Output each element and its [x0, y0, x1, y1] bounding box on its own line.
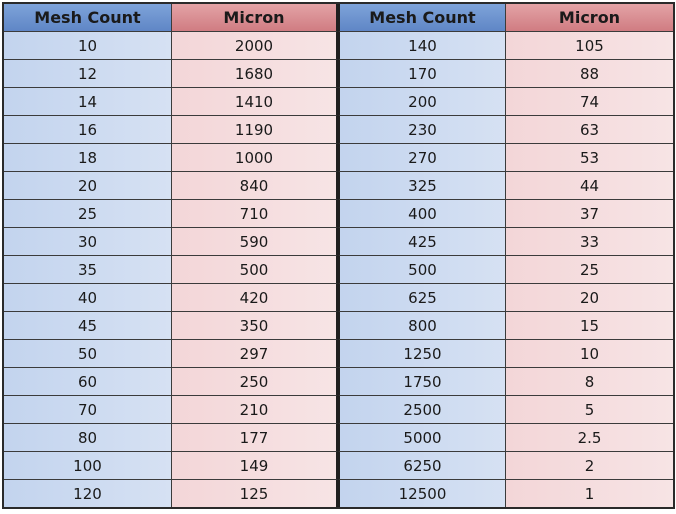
table-row: 18 1000 270 53 [4, 144, 673, 172]
micron-cell: 420 [172, 284, 338, 312]
mesh-count-cell: 200 [338, 88, 506, 116]
header-micron-1: Micron [172, 4, 338, 32]
micron-cell: 210 [172, 396, 338, 424]
mesh-count-cell: 60 [4, 368, 172, 396]
micron-cell: 1000 [172, 144, 338, 172]
mesh-count-cell: 500 [338, 256, 506, 284]
mesh-count-cell: 30 [4, 228, 172, 256]
header-mesh-count-1: Mesh Count [4, 4, 172, 32]
micron-cell: 25 [506, 256, 673, 284]
mesh-count-cell: 230 [338, 116, 506, 144]
mesh-count-cell: 12 [4, 60, 172, 88]
micron-cell: 53 [506, 144, 673, 172]
table-row: 14 1410 200 74 [4, 88, 673, 116]
table-row: 10 2000 140 105 [4, 32, 673, 60]
micron-cell: 149 [172, 452, 338, 480]
table-row: 120 125 12500 1 [4, 480, 673, 507]
micron-cell: 37 [506, 200, 673, 228]
mesh-count-cell: 45 [4, 312, 172, 340]
mesh-count-cell: 16 [4, 116, 172, 144]
mesh-count-cell: 40 [4, 284, 172, 312]
table-row: 35 500 500 25 [4, 256, 673, 284]
table-row: 70 210 2500 5 [4, 396, 673, 424]
table-body: 10 2000 140 105 12 1680 170 88 14 1410 200 74 16 1190… [4, 32, 673, 507]
mesh-count-cell: 100 [4, 452, 172, 480]
mesh-count-cell: 10 [4, 32, 172, 60]
table-row: 12 1680 170 88 [4, 60, 673, 88]
table-row: 80 177 5000 2.5 [4, 424, 673, 452]
mesh-count-cell: 5000 [338, 424, 506, 452]
micron-cell: 710 [172, 200, 338, 228]
micron-cell: 1190 [172, 116, 338, 144]
micron-cell: 74 [506, 88, 673, 116]
micron-cell: 297 [172, 340, 338, 368]
micron-cell: 1 [506, 480, 673, 507]
micron-cell: 350 [172, 312, 338, 340]
micron-cell: 63 [506, 116, 673, 144]
mesh-count-cell: 6250 [338, 452, 506, 480]
micron-cell: 177 [172, 424, 338, 452]
mesh-count-cell: 20 [4, 172, 172, 200]
micron-cell: 5 [506, 396, 673, 424]
mesh-count-cell: 425 [338, 228, 506, 256]
mesh-count-cell: 625 [338, 284, 506, 312]
header-mesh-count-2: Mesh Count [338, 4, 506, 32]
table-row: 30 590 425 33 [4, 228, 673, 256]
table-row: 100 149 6250 2 [4, 452, 673, 480]
table-row: 25 710 400 37 [4, 200, 673, 228]
mesh-count-cell: 12500 [338, 480, 506, 507]
micron-cell: 590 [172, 228, 338, 256]
mesh-count-cell: 80 [4, 424, 172, 452]
mesh-count-cell: 70 [4, 396, 172, 424]
table-row: 16 1190 230 63 [4, 116, 673, 144]
mesh-count-cell: 120 [4, 480, 172, 507]
micron-cell: 2 [506, 452, 673, 480]
mesh-count-cell: 18 [4, 144, 172, 172]
micron-cell: 250 [172, 368, 338, 396]
header-row: Mesh Count Micron Mesh Count Micron [4, 4, 673, 32]
micron-cell: 125 [172, 480, 338, 507]
mesh-count-cell: 2500 [338, 396, 506, 424]
micron-cell: 33 [506, 228, 673, 256]
table-row: 50 297 1250 10 [4, 340, 673, 368]
micron-cell: 8 [506, 368, 673, 396]
micron-cell: 1680 [172, 60, 338, 88]
micron-cell: 44 [506, 172, 673, 200]
table-row: 60 250 1750 8 [4, 368, 673, 396]
mesh-count-cell: 1750 [338, 368, 506, 396]
mesh-count-cell: 325 [338, 172, 506, 200]
mesh-count-cell: 35 [4, 256, 172, 284]
micron-cell: 10 [506, 340, 673, 368]
mesh-count-cell: 270 [338, 144, 506, 172]
header-micron-2: Micron [506, 4, 673, 32]
micron-cell: 20 [506, 284, 673, 312]
mesh-count-cell: 400 [338, 200, 506, 228]
mesh-count-cell: 800 [338, 312, 506, 340]
table-row: 20 840 325 44 [4, 172, 673, 200]
mesh-count-cell: 50 [4, 340, 172, 368]
micron-cell: 500 [172, 256, 338, 284]
micron-cell: 840 [172, 172, 338, 200]
micron-cell: 15 [506, 312, 673, 340]
table-row: 45 350 800 15 [4, 312, 673, 340]
mesh-count-cell: 14 [4, 88, 172, 116]
micron-cell: 2000 [172, 32, 338, 60]
table-row: 40 420 625 20 [4, 284, 673, 312]
mesh-count-cell: 1250 [338, 340, 506, 368]
mesh-count-cell: 170 [338, 60, 506, 88]
mesh-count-cell: 25 [4, 200, 172, 228]
micron-cell: 88 [506, 60, 673, 88]
micron-cell: 1410 [172, 88, 338, 116]
mesh-count-cell: 140 [338, 32, 506, 60]
micron-cell: 105 [506, 32, 673, 60]
micron-cell: 2.5 [506, 424, 673, 452]
